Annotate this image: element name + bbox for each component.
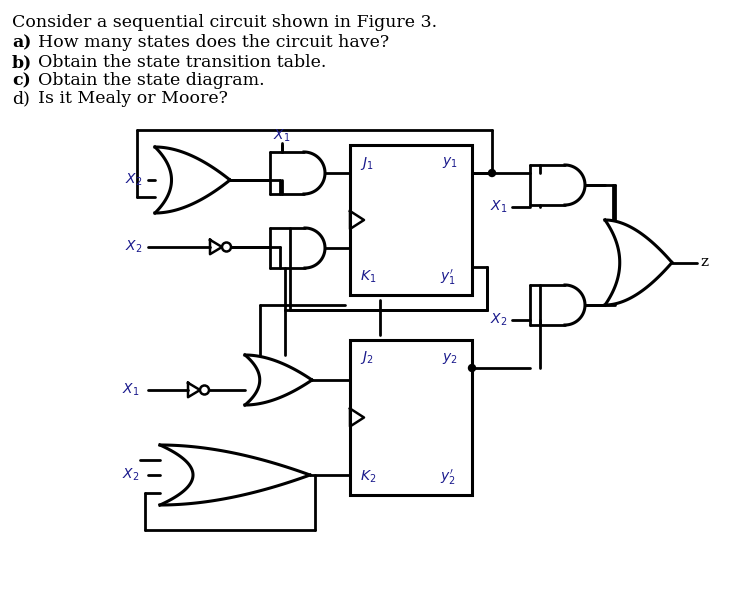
Text: $X_2$: $X_2$: [125, 239, 142, 255]
Text: $X_1$: $X_1$: [122, 382, 139, 398]
Text: How many states does the circuit have?: How many states does the circuit have?: [38, 34, 389, 51]
Text: $K_2$: $K_2$: [360, 469, 376, 485]
Text: $y_2$: $y_2$: [442, 350, 458, 365]
Circle shape: [489, 170, 496, 177]
Bar: [350, 340, 472, 495]
Text: Obtain the state diagram.: Obtain the state diagram.: [38, 72, 265, 89]
Circle shape: [468, 365, 475, 371]
Text: $J_2$: $J_2$: [360, 349, 374, 367]
Text: Is it Mealy or Moore?: Is it Mealy or Moore?: [38, 90, 228, 107]
Text: $X_2$: $X_2$: [125, 172, 142, 188]
Bar: [350, 145, 472, 295]
Text: Consider a sequential circuit shown in Figure 3.: Consider a sequential circuit shown in F…: [12, 14, 437, 31]
Text: d): d): [12, 90, 30, 107]
Text: $y_2'$: $y_2'$: [440, 467, 456, 487]
Text: $y_1'$: $y_1'$: [440, 267, 456, 287]
Text: Obtain the state transition table.: Obtain the state transition table.: [38, 54, 326, 71]
Text: $X_2$: $X_2$: [122, 467, 139, 483]
Text: $K_1$: $K_1$: [360, 269, 376, 285]
Text: $X_1$: $X_1$: [273, 128, 291, 144]
Circle shape: [222, 242, 231, 251]
Text: $X_2$: $X_2$: [490, 312, 508, 328]
Circle shape: [200, 386, 209, 395]
Text: z: z: [700, 256, 708, 269]
Text: $y_1$: $y_1$: [442, 155, 458, 171]
Text: b): b): [12, 54, 32, 71]
Text: c): c): [12, 72, 31, 89]
Text: $J_1$: $J_1$: [360, 155, 374, 171]
Text: $X_1$: $X_1$: [490, 199, 508, 215]
Text: a): a): [12, 34, 32, 51]
